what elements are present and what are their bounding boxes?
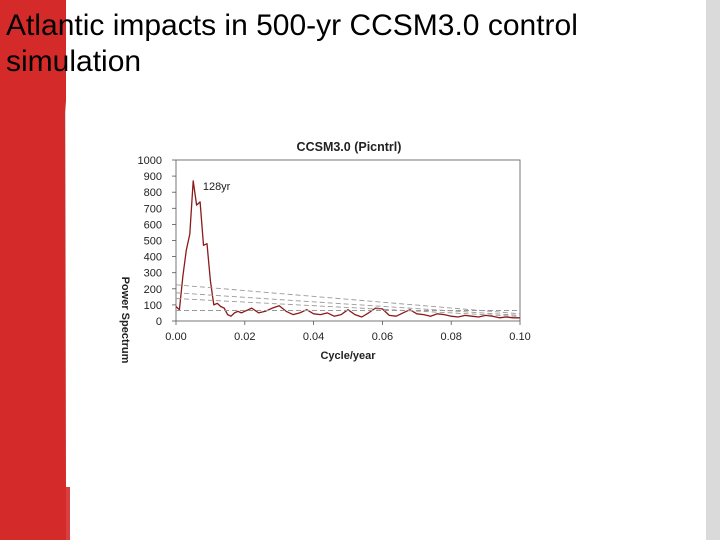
plot-area: 0 100 200 300 400 500 600 700 800 900 1000 0.00 0.02… <box>138 155 531 343</box>
annotation-label: 128yr <box>203 181 231 193</box>
y-tick-label: 200 <box>144 284 162 296</box>
y-tick-label: 1000 <box>138 155 162 167</box>
chart-panel: CCSM3.0 (Picntrl) Power Spectrum Cycle/y… <box>66 112 540 487</box>
chart-title: CCSM3.0 (Picntrl) <box>297 140 402 154</box>
left-red-swoosh <box>0 0 118 540</box>
y-tick-label: 700 <box>144 203 162 215</box>
y-tick-label: 600 <box>144 219 162 231</box>
power-spectrum-chart: CCSM3.0 (Picntrl) Power Spectrum Cycle/y… <box>119 140 531 364</box>
x-tick-label: 0.02 <box>234 331 255 343</box>
y-tick-label: 400 <box>144 252 162 264</box>
confidence-line-1 <box>175 284 521 315</box>
x-tick-label: 0.00 <box>165 331 186 343</box>
y-tick-label: 0 <box>156 316 162 328</box>
x-tick-label: 0.08 <box>440 331 461 343</box>
bottom-right-gray <box>706 0 720 540</box>
lower-left-red-edge <box>60 487 70 540</box>
spectrum-series-line <box>175 180 520 319</box>
slide-title: Atlantic impacts in 500-yr CCSM3.0 contr… <box>6 9 578 78</box>
x-axis-title: Cycle/year <box>320 350 376 362</box>
y-tick-label: 300 <box>144 268 162 280</box>
y-axis-title-group: Power Spectrum <box>119 277 131 364</box>
confidence-line-2 <box>175 292 521 316</box>
x-tick-label: 0.10 <box>509 331 530 343</box>
y-tick-label: 500 <box>144 236 162 248</box>
x-tick-label: 0.06 <box>372 331 393 343</box>
y-axis-title: Power Spectrum <box>119 277 131 364</box>
confidence-line-3 <box>175 298 521 317</box>
x-tick-label: 0.04 <box>303 331 324 343</box>
y-tick-label: 900 <box>144 171 162 183</box>
y-tick-label: 800 <box>144 187 162 199</box>
y-tick-label: 100 <box>144 300 162 312</box>
